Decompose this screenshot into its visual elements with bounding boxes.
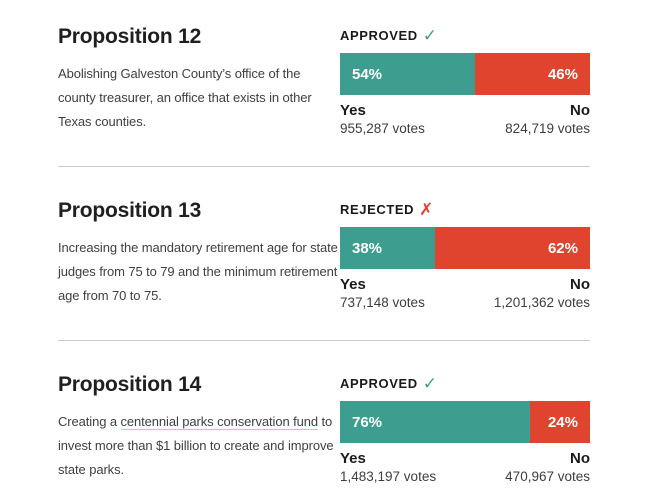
description-text: Creating a — [58, 414, 121, 429]
approved-check-icon: ✓ — [422, 26, 438, 45]
yes-bar-segment: 38% — [340, 227, 435, 269]
no-label: No — [570, 276, 590, 293]
proposition-description: Increasing the mandatory retirement age … — [58, 236, 340, 308]
answer-row: Yes No — [340, 450, 590, 467]
result-bar: 38% 62% — [340, 227, 590, 269]
no-label: No — [570, 102, 590, 119]
section-divider — [58, 340, 590, 341]
proposition-section-12: Proposition 12 Abolishing Galveston Coun… — [58, 0, 590, 136]
no-percent-label: 62% — [547, 239, 578, 257]
status-row: APPROVED ✓ — [340, 25, 590, 45]
status-row: REJECTED ✗ — [340, 199, 590, 219]
no-bar-segment: 24% — [530, 401, 590, 443]
yes-label: Yes — [340, 102, 366, 119]
proposition-title: Proposition 13 — [58, 199, 202, 222]
proposition-result: APPROVED ✓ 54% 46% Yes No 955,287 votes 8… — [340, 25, 590, 136]
status-label: APPROVED — [340, 376, 418, 391]
status-label: REJECTED — [340, 202, 415, 217]
yes-votes: 955,287 votes — [340, 121, 425, 136]
votes-row: 1,483,197 votes 470,967 votes — [340, 469, 590, 484]
proposition-description: Abolishing Galveston County’s office of … — [58, 62, 340, 134]
yes-percent-label: 76% — [352, 413, 383, 431]
yes-percent-label: 38% — [352, 239, 383, 257]
proposition-section-13: Proposition 13 Increasing the mandatory … — [58, 167, 590, 310]
yes-votes: 737,148 votes — [340, 295, 425, 310]
proposition-result: REJECTED ✗ 38% 62% Yes No 737,148 votes 1… — [340, 199, 590, 310]
yes-label: Yes — [340, 276, 366, 293]
answer-row: Yes No — [340, 276, 590, 293]
yes-label: Yes — [340, 450, 366, 467]
votes-row: 737,148 votes 1,201,362 votes — [340, 295, 590, 310]
no-label: No — [570, 450, 590, 467]
description-text: Abolishing Galveston County’s office of … — [58, 66, 312, 129]
status-row: APPROVED ✓ — [340, 373, 590, 393]
centennial-parks-fund-link[interactable]: centennial parks conservation fund — [120, 414, 319, 430]
no-votes: 824,719 votes — [505, 121, 590, 136]
description-text: Increasing the mandatory retirement age … — [58, 240, 338, 303]
no-votes: 470,967 votes — [505, 469, 590, 484]
yes-bar-segment: 76% — [340, 401, 530, 443]
yes-votes: 1,483,197 votes — [340, 469, 437, 484]
proposition-title: Proposition 14 — [58, 373, 202, 396]
proposition-result: APPROVED ✓ 76% 24% Yes No 1,483,197 votes… — [340, 373, 590, 484]
no-percent-label: 46% — [547, 65, 578, 83]
proposition-info: Proposition 12 Abolishing Galveston Coun… — [58, 25, 340, 134]
description-text: to invest more than $1 billion to create… — [58, 414, 334, 477]
proposition-section-14: Proposition 14 Creating a centennial par… — [58, 341, 590, 484]
rejected-x-icon: ✗ — [419, 200, 435, 219]
result-bar: 76% 24% — [340, 401, 590, 443]
result-bar: 54% 46% — [340, 53, 590, 95]
no-bar-segment: 62% — [435, 227, 590, 269]
yes-percent-label: 54% — [352, 65, 383, 83]
proposition-info: Proposition 13 Increasing the mandatory … — [58, 199, 340, 308]
no-votes: 1,201,362 votes — [493, 295, 590, 310]
status-label: APPROVED — [340, 28, 418, 43]
proposition-title: Proposition 12 — [58, 25, 202, 48]
approved-check-icon: ✓ — [422, 374, 438, 393]
proposition-description: Creating a centennial parks conservation… — [58, 410, 340, 482]
section-divider — [58, 166, 590, 167]
votes-row: 955,287 votes 824,719 votes — [340, 121, 590, 136]
no-bar-segment: 46% — [475, 53, 590, 95]
yes-bar-segment: 54% — [340, 53, 475, 95]
proposition-info: Proposition 14 Creating a centennial par… — [58, 373, 340, 482]
no-percent-label: 24% — [547, 413, 578, 431]
answer-row: Yes No — [340, 102, 590, 119]
